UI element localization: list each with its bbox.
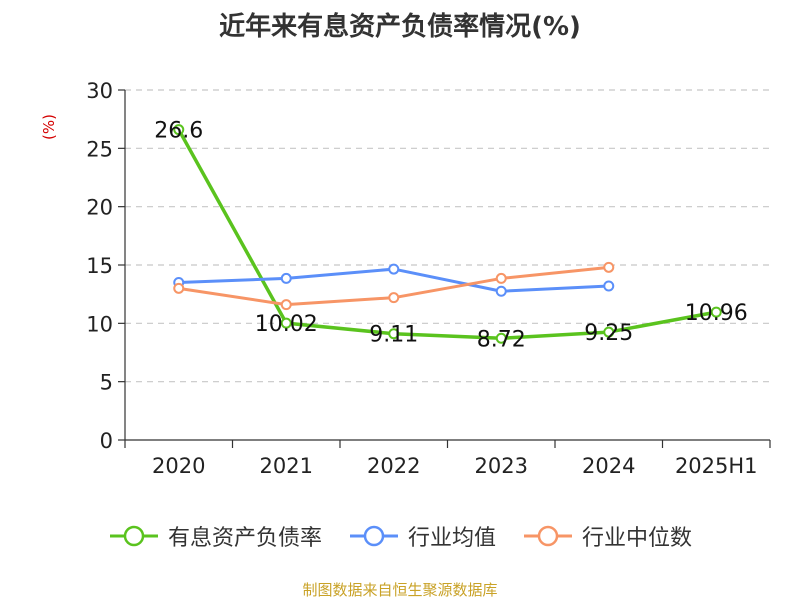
legend-item-series-0[interactable]: 有息资产负债率 [108, 520, 322, 552]
series-0-point-2023 [495, 332, 507, 344]
x-tick-label-2024: 2024 [582, 454, 635, 478]
legend-label-series-1: 行业均值 [407, 526, 496, 551]
series-1-point-2024 [603, 280, 615, 292]
series-0-point-2021 [280, 317, 292, 329]
series-2-point-2020 [173, 282, 185, 294]
series-line-0 [177, 128, 717, 341]
series-1-point-2022 [388, 263, 400, 275]
legend-label-series-2: 行业中位数 [582, 526, 693, 551]
y-tick-label-20: 20 [86, 196, 113, 220]
y-tick-label-10: 10 [86, 312, 113, 336]
x-tick-label-2025H1: 2025H1 [675, 454, 758, 478]
data-source-note: 制图数据来自恒生聚源数据库 [302, 581, 498, 599]
legend-marker-series-1 [349, 525, 398, 547]
series-0-point-2022 [388, 328, 400, 340]
data-label-2025H1: 10.96 [685, 301, 748, 326]
series-1-point-2023 [495, 285, 507, 297]
data-label-2024: 9.25 [584, 321, 633, 346]
data-label-2021: 10.02 [255, 312, 318, 337]
series-2-point-2021 [280, 299, 292, 311]
y-tick-label-25: 25 [86, 137, 113, 161]
y-tick-label-0: 0 [100, 429, 113, 453]
legend-label-series-0: 有息资产负债率 [167, 526, 322, 551]
series-2-point-2023 [495, 272, 507, 284]
grid-lines [125, 89, 770, 383]
data-label-2020: 26.6 [154, 119, 203, 144]
axes: 0 5 10 15 20 25 30 2020 2021 2022 2023 2024 2025H1 [86, 79, 771, 478]
x-tick-label-2021: 2021 [260, 454, 313, 478]
legend-marker-series-2 [524, 525, 572, 547]
legend-item-series-2[interactable]: 行业中位数 [522, 520, 692, 552]
series-1-point-2021 [280, 272, 292, 284]
series-2-point-2024 [603, 261, 615, 273]
series-0-point-2025H1 [710, 306, 722, 318]
series-0-point-2024 [603, 326, 615, 338]
y-tick-label-5: 5 [100, 371, 113, 395]
series-0-point-2020 [173, 124, 185, 136]
legend-item-series-1[interactable]: 行业均值 [348, 520, 496, 552]
x-tick-label-2022: 2022 [367, 454, 420, 478]
data-label-2023: 8.72 [477, 327, 526, 352]
x-tick-label-2023: 2023 [475, 454, 528, 478]
series-2-point-2022 [388, 292, 400, 304]
x-tick-label-2020: 2020 [152, 454, 205, 478]
data-label-2022: 9.11 [369, 323, 418, 348]
legend: 有息资产负债率 行业均值 行业中位数 [0, 520, 800, 552]
legend-marker-series-0 [109, 525, 158, 547]
y-tick-label-30: 30 [86, 79, 113, 103]
data-labels: 26.6 10.02 9.11 8.72 9.25 10.96 [154, 119, 747, 353]
y-tick-label-15: 15 [86, 254, 113, 278]
series [173, 124, 722, 344]
chart-title: 近年来有息资产负债率情况(%) [219, 12, 581, 42]
